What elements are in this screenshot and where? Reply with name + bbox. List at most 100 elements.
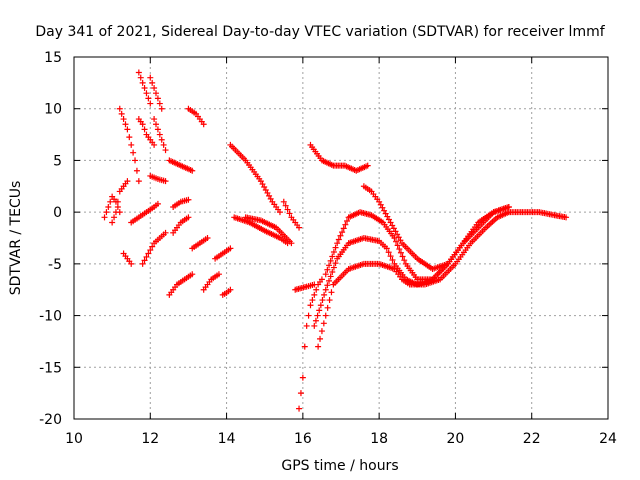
- x-tick-label: 22: [523, 431, 541, 447]
- series-arc-20: [219, 286, 234, 298]
- x-tick-label: 20: [447, 431, 465, 447]
- series-arc-18: [200, 271, 222, 293]
- x-tick-label: 10: [65, 431, 83, 447]
- data-point: [114, 198, 121, 205]
- chart-title: Day 341 of 2021, Sidereal Day-to-day VTE…: [35, 24, 605, 40]
- data-point: [120, 116, 127, 123]
- series-arc-32: [505, 209, 570, 221]
- data-point: [153, 90, 160, 97]
- series-arc-01: [101, 193, 123, 221]
- data-point: [327, 257, 334, 264]
- data-point: [318, 276, 325, 283]
- series-arc-14: [170, 196, 192, 210]
- data-point: [126, 134, 133, 141]
- data-point: [109, 219, 116, 226]
- data-point: [156, 100, 163, 107]
- data-point: [132, 157, 139, 164]
- data-point: [364, 162, 371, 169]
- data-point: [307, 302, 314, 309]
- y-tick-label: -20: [39, 412, 62, 428]
- data-point: [141, 85, 148, 92]
- x-tick-label: 24: [599, 431, 617, 447]
- data-point: [322, 271, 329, 278]
- series-arc-08: [139, 229, 169, 267]
- data-point: [385, 249, 392, 256]
- series-arc-21: [227, 141, 283, 216]
- data-point: [139, 121, 146, 128]
- series-arc-27: [315, 209, 512, 350]
- data-point: [343, 218, 350, 225]
- data-point: [128, 260, 135, 267]
- x-tick-label: 14: [218, 431, 236, 447]
- data-point: [401, 257, 408, 264]
- data-point: [317, 335, 324, 342]
- data-point: [342, 221, 349, 228]
- data-point: [334, 240, 341, 247]
- data-point: [105, 203, 112, 210]
- series-arc-04: [120, 250, 135, 267]
- data-point: [141, 257, 148, 264]
- x-tick-label: 12: [141, 431, 159, 447]
- data-point: [107, 198, 114, 205]
- data-point: [151, 141, 158, 148]
- data-point: [162, 178, 169, 185]
- data-point: [444, 260, 451, 267]
- data-point: [116, 105, 123, 112]
- data-point: [312, 317, 319, 324]
- data-point: [286, 210, 293, 217]
- data-point: [122, 121, 129, 128]
- data-point: [149, 243, 156, 250]
- plot-frame: [73, 56, 609, 420]
- data-point: [154, 95, 161, 102]
- data-point: [329, 268, 336, 275]
- data-point: [296, 224, 303, 231]
- data-point: [276, 209, 283, 216]
- series-arc-15: [170, 214, 192, 236]
- series-arc-10: [151, 116, 169, 154]
- y-tick-label: 5: [53, 153, 62, 169]
- data-point: [316, 307, 323, 314]
- data-point: [141, 126, 148, 133]
- data-point: [101, 214, 108, 221]
- series-arc-24: [280, 198, 303, 231]
- data-point: [147, 100, 154, 107]
- data-point: [318, 328, 325, 335]
- data-point: [332, 244, 339, 251]
- data-point: [153, 121, 160, 128]
- data-point: [147, 74, 154, 81]
- data-point: [391, 235, 398, 241]
- y-tick-label: -5: [48, 257, 62, 273]
- data-point: [158, 136, 165, 143]
- axis-ticks: 10 12 14 16 18 20 22 24 -20 -15 -10 -5 0 5 10 15: [39, 50, 617, 447]
- data-point: [297, 390, 304, 397]
- series-arc-05: [128, 200, 161, 226]
- data-point: [296, 405, 303, 412]
- data-point: [319, 297, 326, 304]
- series-arc-06: [135, 69, 154, 107]
- data-point: [324, 266, 331, 273]
- series-arc-30: [307, 141, 371, 174]
- data-point: [311, 291, 318, 298]
- data-point: [315, 343, 322, 350]
- y-axis-label: SDTVAR / TECUs: [8, 181, 24, 296]
- data-point: [215, 271, 222, 278]
- data-point: [313, 286, 320, 293]
- data-point: [154, 200, 161, 207]
- data-point: [303, 322, 310, 329]
- data-point: [103, 209, 110, 216]
- data-point: [399, 253, 406, 260]
- series-arc-17: [189, 235, 211, 252]
- data-point: [133, 167, 140, 174]
- data-point: [322, 286, 329, 293]
- data-point: [563, 214, 570, 221]
- data-point: [324, 304, 331, 311]
- data-point: [301, 343, 308, 350]
- data-point: [335, 236, 342, 243]
- data-point: [111, 214, 118, 221]
- data-point: [145, 95, 152, 102]
- series-arc-31: [360, 183, 451, 273]
- data-point: [135, 178, 142, 185]
- data-point: [124, 178, 131, 185]
- data-point: [149, 79, 156, 86]
- series-arc-19: [212, 245, 234, 262]
